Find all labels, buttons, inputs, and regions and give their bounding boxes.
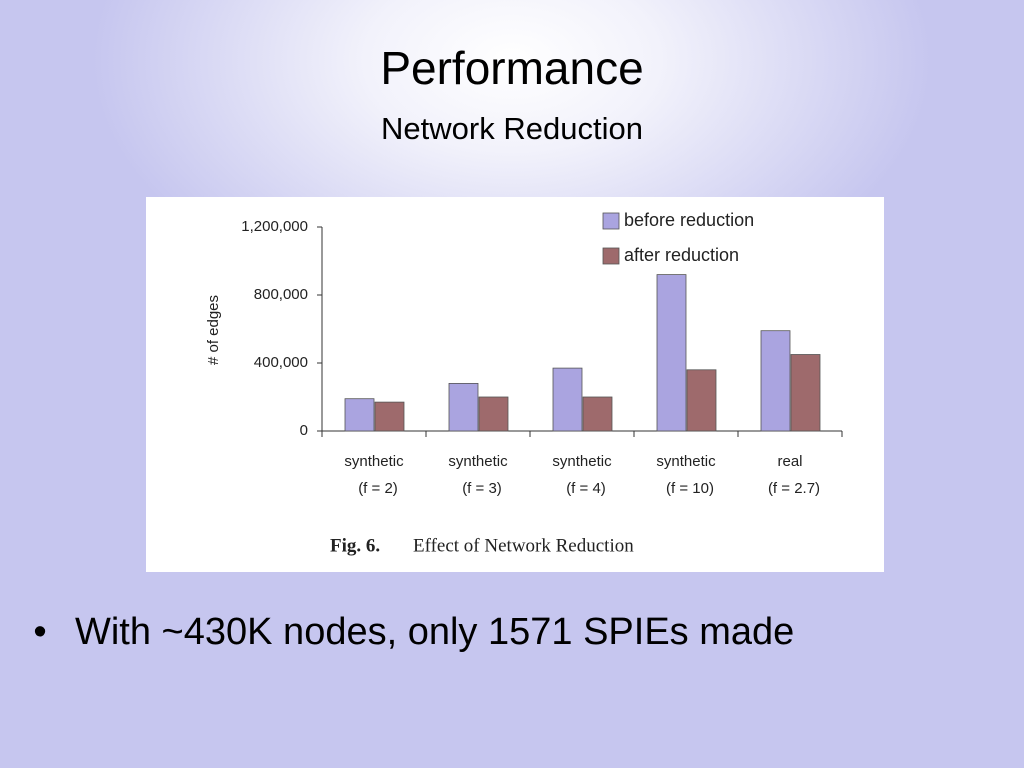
x-tick-label: synthetic (448, 453, 508, 470)
slide-title: Performance (380, 42, 643, 94)
y-tick-label: 1,200,000 (241, 218, 308, 235)
bar (686, 369, 717, 432)
bar (656, 274, 687, 432)
bar (582, 396, 613, 432)
slide-subtitle: Network Reduction (381, 111, 643, 146)
y-tick-label: 400,000 (254, 354, 308, 371)
x-tick-label: (f = 10) (666, 480, 714, 497)
x-tick-label: (f = 2) (358, 480, 398, 497)
x-tick-label: (f = 2.7) (768, 480, 820, 497)
bullet-text: With ~430K nodes, only 1571 SPIEs made (75, 611, 794, 653)
caption-number: Fig. 6. (330, 535, 380, 556)
x-tick-label: (f = 3) (462, 480, 502, 497)
x-tick-label: (f = 4) (566, 480, 606, 497)
y-tick-label: 800,000 (254, 286, 308, 303)
x-tick-label: synthetic (656, 453, 716, 470)
legend-label: before reduction (624, 210, 754, 230)
bar (760, 330, 791, 432)
y-axis-label: # of edges (205, 295, 222, 365)
bar (552, 367, 583, 432)
legend-label: after reduction (624, 245, 739, 265)
caption-text: Effect of Network Reduction (413, 535, 634, 556)
bar (790, 354, 821, 432)
x-tick-label: synthetic (552, 453, 612, 470)
bar (374, 401, 405, 432)
bullet-dot: • (33, 611, 46, 653)
bar (344, 398, 375, 432)
x-tick-label: synthetic (344, 453, 404, 470)
x-tick-label: real (777, 453, 802, 470)
y-tick-label: 0 (300, 422, 308, 439)
bar (448, 382, 479, 432)
bar (478, 396, 509, 432)
legend-swatch (602, 212, 620, 230)
legend-swatch (602, 247, 620, 265)
